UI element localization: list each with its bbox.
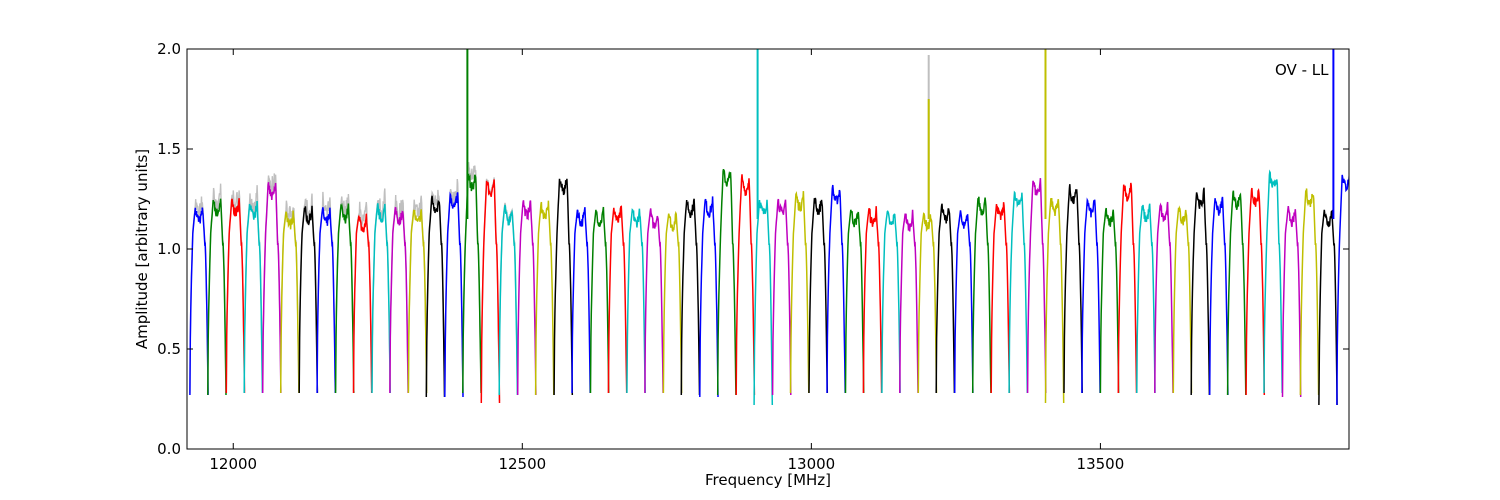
subband-line [607, 205, 628, 394]
subband-line [516, 200, 537, 396]
subband-line [1063, 184, 1083, 394]
subband-line [753, 199, 774, 406]
subband-line [207, 198, 227, 396]
x-axis-title: Frequency [MHz] [705, 471, 831, 489]
subband-line [334, 202, 355, 394]
subband-line [844, 209, 865, 394]
subband-line [1154, 201, 1174, 394]
background-subband-line [262, 173, 282, 392]
background-subband-line [462, 162, 482, 392]
subband-line [1208, 196, 1229, 396]
subband-line [662, 210, 683, 394]
plot-frame [186, 48, 1350, 450]
subband-line [1263, 169, 1283, 394]
subband-line [699, 196, 719, 398]
subband-line [1099, 207, 1120, 394]
x-tick-label: 13500 [1077, 455, 1125, 473]
subband-line [1226, 190, 1247, 396]
subband-line [480, 179, 501, 404]
subband-line [881, 210, 901, 394]
y-tick-label: 2.0 [157, 40, 181, 58]
subband-line [371, 203, 391, 394]
subband-line [1281, 206, 1302, 398]
y-tick-label: 1.5 [157, 140, 181, 158]
subband-line [808, 197, 829, 394]
subband-line [917, 212, 938, 394]
subband-line [243, 200, 264, 394]
subband-line [352, 213, 373, 394]
subband-line [1336, 173, 1349, 406]
subband-line [298, 205, 319, 394]
x-tick-label: 12000 [209, 455, 257, 473]
background-subband-line [480, 177, 501, 402]
subband-line [589, 206, 610, 394]
subband-line [1172, 205, 1193, 394]
subband-line [1008, 190, 1029, 394]
background-subband-line [444, 178, 464, 396]
subband-line [553, 178, 574, 396]
subband-line [644, 208, 664, 394]
y-tick-label: 0.5 [157, 340, 181, 358]
subband-line [425, 195, 446, 398]
background-subband-line [334, 193, 355, 392]
subband-line [1299, 188, 1320, 396]
polarization-annotation: OV - LL [1275, 61, 1329, 79]
subband-line [189, 207, 209, 396]
y-axis-title: Amplitude [arbitrary units] [133, 149, 151, 349]
y-tick-label: 0.0 [157, 440, 181, 458]
subband-line [716, 168, 737, 396]
subband-line [735, 174, 756, 396]
subband-line [225, 198, 246, 394]
x-tick-label: 13000 [787, 455, 835, 473]
subband-line [862, 206, 883, 394]
subband-line [407, 209, 428, 394]
subband-line [826, 184, 846, 394]
subband-line [498, 204, 519, 396]
background-subband-line [189, 196, 209, 394]
subband-line [534, 200, 555, 396]
background-subband-line [425, 189, 446, 396]
subband-line [389, 206, 409, 394]
subband-line [680, 198, 701, 396]
y-tick-label: 1.0 [157, 240, 181, 258]
subband-line [444, 191, 464, 398]
subband-line [462, 173, 482, 394]
subband-line [990, 202, 1011, 394]
subband-line [279, 210, 300, 394]
subband-line [1318, 209, 1338, 406]
subband-line [1081, 197, 1101, 394]
subband-line [1190, 187, 1211, 396]
background-subband-line [407, 195, 428, 392]
x-tick-label: 12500 [498, 455, 546, 473]
subband-line [626, 208, 646, 394]
subband-line [1044, 197, 1065, 404]
subband-line [1117, 182, 1138, 394]
subband-line [1136, 203, 1156, 394]
subband-line [261, 182, 282, 394]
plot-area [189, 49, 1349, 406]
background-subband-line [225, 190, 246, 392]
subband-line [1245, 187, 1266, 396]
axes: 12000 12500 13000 13500 0.0 0.5 1.0 1.5 2.0 [157, 40, 1350, 473]
subband-line [935, 203, 956, 394]
subband-line [953, 210, 974, 394]
subband-line [771, 198, 792, 396]
subband-line [1026, 178, 1047, 394]
subband-line [789, 190, 810, 394]
subband-line [971, 196, 992, 394]
subband-line [571, 207, 591, 394]
subband-line [316, 207, 337, 394]
subband-line [899, 209, 919, 394]
